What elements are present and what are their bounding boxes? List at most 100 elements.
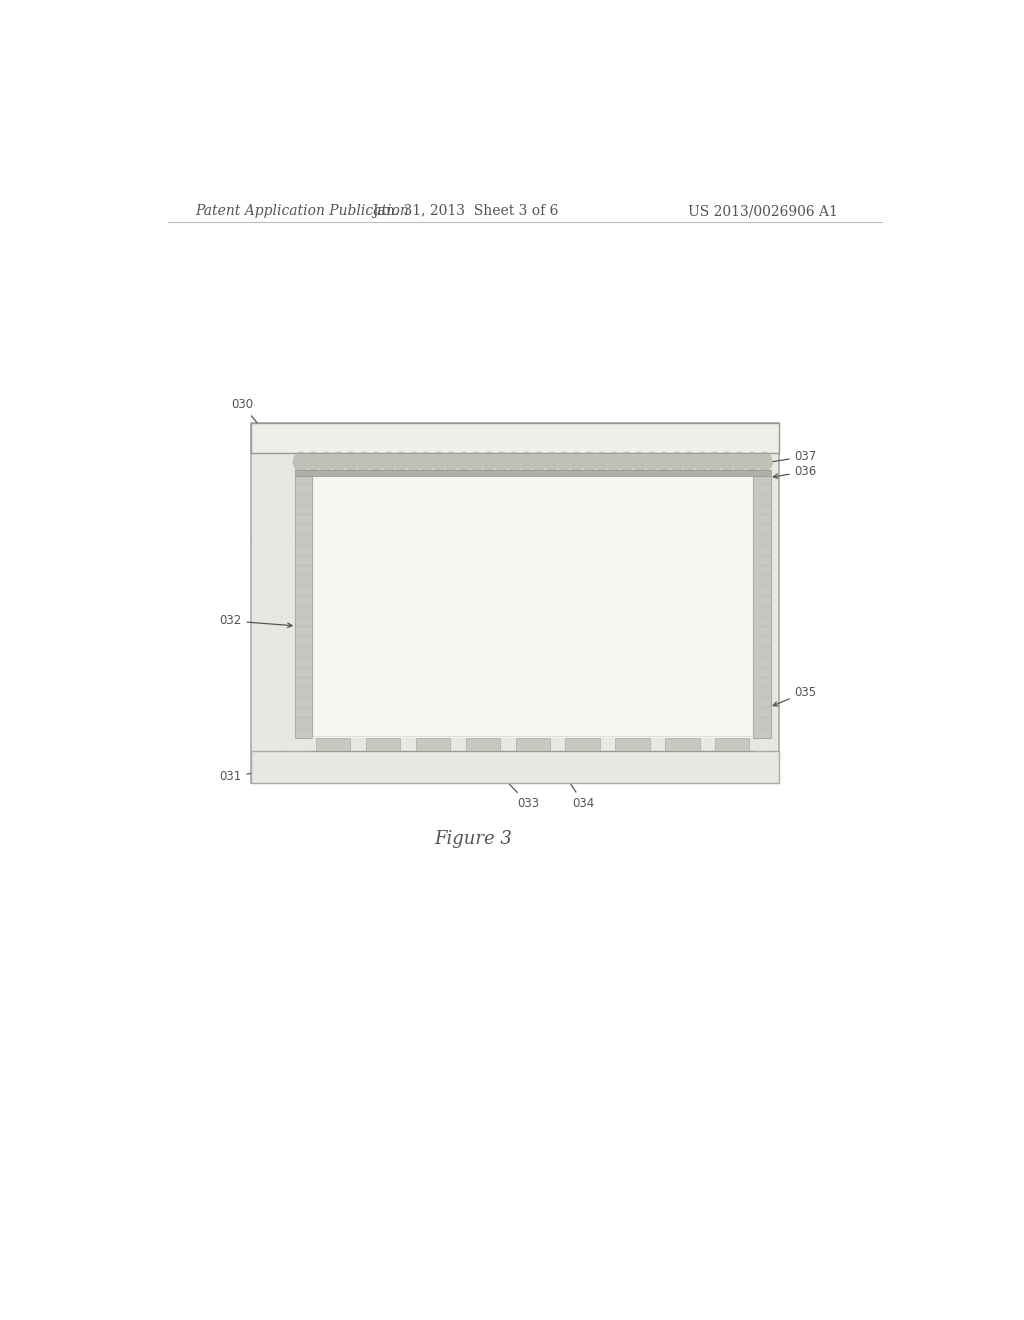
- Point: [601, 582, 617, 603]
- Point: [716, 623, 732, 644]
- Point: [468, 590, 484, 611]
- Point: [386, 508, 402, 529]
- Point: [494, 606, 510, 627]
- Point: [728, 631, 744, 652]
- Point: [481, 565, 498, 586]
- Point: [690, 768, 707, 789]
- Point: [271, 541, 288, 562]
- Point: [569, 606, 586, 627]
- Point: [551, 420, 567, 441]
- Point: [760, 606, 776, 627]
- Point: [652, 459, 669, 480]
- Point: [271, 614, 288, 635]
- Point: [398, 557, 415, 578]
- Point: [506, 647, 522, 668]
- Point: [373, 711, 389, 733]
- Point: [513, 704, 529, 725]
- Point: [284, 639, 300, 660]
- Point: [678, 737, 694, 758]
- Point: [360, 655, 377, 676]
- Point: [678, 477, 694, 498]
- Point: [474, 598, 490, 619]
- Point: [271, 639, 288, 660]
- Point: [354, 688, 371, 709]
- Point: [741, 655, 758, 676]
- Point: [754, 574, 770, 595]
- Point: [640, 623, 656, 644]
- Point: [494, 508, 510, 529]
- Point: [728, 704, 744, 725]
- Point: [525, 549, 542, 570]
- Point: [297, 721, 313, 742]
- Point: [442, 541, 459, 562]
- Point: [531, 484, 548, 506]
- Point: [652, 606, 669, 627]
- Point: [411, 606, 427, 627]
- Point: [347, 500, 364, 521]
- Point: [404, 541, 421, 562]
- Point: [696, 525, 713, 546]
- Point: [754, 696, 770, 717]
- Point: [722, 688, 738, 709]
- Point: [684, 590, 700, 611]
- Point: [569, 420, 586, 441]
- Point: [633, 436, 649, 457]
- Point: [506, 469, 522, 490]
- Point: [728, 744, 744, 766]
- Point: [569, 721, 586, 742]
- Point: [278, 565, 294, 586]
- Point: [309, 500, 326, 521]
- Point: [519, 549, 536, 570]
- Point: [386, 557, 402, 578]
- Point: [696, 533, 713, 554]
- Point: [690, 469, 707, 490]
- Point: [259, 752, 275, 774]
- Point: [569, 557, 586, 578]
- Point: [760, 574, 776, 595]
- Point: [297, 459, 313, 480]
- Point: [690, 663, 707, 684]
- Point: [652, 492, 669, 513]
- Point: [462, 436, 478, 457]
- Point: [481, 525, 498, 546]
- Point: [728, 565, 744, 586]
- Point: [468, 711, 484, 733]
- Point: [291, 729, 307, 750]
- Point: [519, 672, 536, 693]
- Point: [601, 549, 617, 570]
- Point: [341, 768, 357, 789]
- Point: [329, 768, 345, 789]
- Point: [684, 729, 700, 750]
- Point: [246, 469, 262, 490]
- Point: [474, 484, 490, 506]
- Point: [315, 729, 332, 750]
- Point: [392, 451, 409, 473]
- Point: [703, 647, 720, 668]
- Point: [577, 598, 593, 619]
- Point: [735, 557, 752, 578]
- Point: [633, 606, 649, 627]
- Point: [748, 752, 764, 774]
- Point: [538, 647, 554, 668]
- Point: [748, 574, 764, 595]
- Point: [696, 704, 713, 725]
- Point: [710, 639, 726, 660]
- Point: [373, 508, 389, 529]
- Point: [404, 436, 421, 457]
- Point: [557, 631, 573, 652]
- Point: [442, 721, 459, 742]
- Point: [684, 647, 700, 668]
- Point: [284, 525, 300, 546]
- Point: [754, 639, 770, 660]
- Point: [335, 598, 351, 619]
- Point: [563, 598, 580, 619]
- Point: [494, 590, 510, 611]
- Point: [373, 760, 389, 781]
- Point: [716, 614, 732, 635]
- Point: [360, 680, 377, 701]
- Point: [710, 517, 726, 539]
- Point: [754, 549, 770, 570]
- Point: [557, 557, 573, 578]
- Point: [531, 533, 548, 554]
- Point: [309, 696, 326, 717]
